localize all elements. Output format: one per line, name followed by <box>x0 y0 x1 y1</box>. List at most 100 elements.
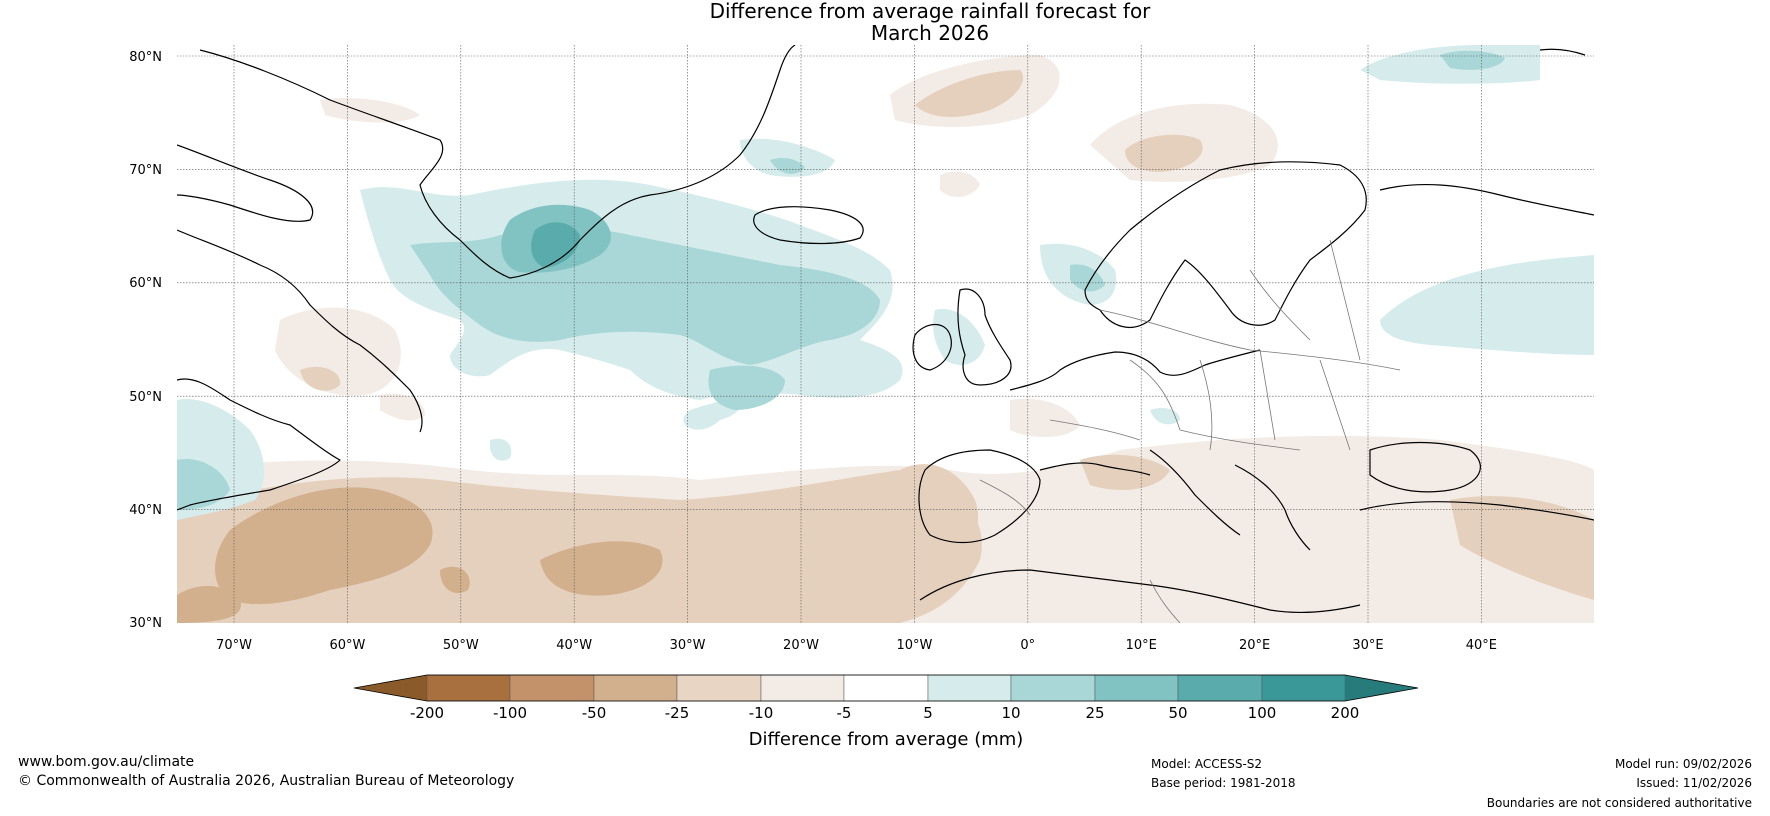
map-title-line1: Difference from average rainfall forecas… <box>709 0 1151 23</box>
region-svalbard-wet-core <box>1440 50 1505 70</box>
region-subtropical-dry-core-4 <box>440 566 470 594</box>
anomaly-fills <box>177 45 1594 623</box>
longitude-labels: 70°W 60°W 50°W 40°W 30°W 20°W 10°W 0° 10… <box>216 638 1497 653</box>
lon-label: 10°E <box>1126 638 1157 653</box>
colorbar-segment <box>1177 674 1263 702</box>
colorbar-tick-label: 50 <box>1168 704 1187 722</box>
coastline-svalbard <box>1539 48 1586 56</box>
coastline-north-africa <box>919 569 1361 614</box>
colorbar-segment <box>676 674 762 702</box>
disclaimer-text: Boundaries are not considered authoritat… <box>1486 796 1752 810</box>
region-azores-wet <box>489 438 512 461</box>
coastline-labrador <box>177 229 423 433</box>
colorbar-segment <box>426 674 511 702</box>
coastline-black-sea <box>1369 441 1481 493</box>
coastline-france-south <box>1039 462 1151 476</box>
region-subtropical-dry-core-2 <box>540 541 663 596</box>
coastline-iceland <box>753 206 864 245</box>
lon-label: 20°E <box>1239 638 1270 653</box>
coastline-russia-north <box>1379 183 1594 216</box>
colorbar-high-arrow <box>1345 675 1418 701</box>
coastline-north-america-east <box>177 378 341 511</box>
coastline-anatolia <box>1359 501 1594 521</box>
colorbar-tick-label: 100 <box>1248 704 1277 722</box>
coastline-greenland <box>199 45 796 279</box>
colorbar-outline <box>353 674 1419 702</box>
colorbar-segment <box>760 674 845 702</box>
lon-label: 50°W <box>443 638 479 653</box>
colorbar-segment <box>1094 674 1179 702</box>
lon-label: 0° <box>1020 638 1035 653</box>
colorbar-segment <box>927 674 1012 702</box>
region-central-europe-wet <box>1150 408 1180 425</box>
coastline-iberia <box>918 449 1041 544</box>
region-labrador-dry <box>320 98 420 123</box>
region-barents-dry-core <box>1125 134 1203 172</box>
coastline-baffin <box>177 144 314 222</box>
lat-label: 80°N <box>129 50 162 65</box>
map-title-line2: March 2026 <box>870 21 990 45</box>
region-fram-dry-core <box>915 70 1024 117</box>
lon-label: 40°W <box>556 638 592 653</box>
colorbar-segment <box>1261 674 1346 702</box>
issued-text: Issued: 11/02/2026 <box>1636 776 1752 790</box>
region-canada-dry-core <box>300 366 341 391</box>
lon-label: 30°W <box>670 638 706 653</box>
coastline-europe-west <box>1009 349 1261 391</box>
lon-label: 60°W <box>329 638 365 653</box>
lat-label: 70°N <box>129 163 162 178</box>
region-newfoundland-dry <box>380 393 425 421</box>
region-norway-wet-core <box>1070 264 1105 292</box>
region-uk-wet <box>933 309 985 365</box>
lon-label: 10°W <box>896 638 932 653</box>
colorbar-tick-label: 10 <box>1001 704 1020 722</box>
model-run-text: Model run: 09/02/2026 <box>1614 757 1752 771</box>
base-period-text: Base period: 1981-2018 <box>1151 776 1296 790</box>
coastline-britain <box>957 288 1012 386</box>
region-france-dry <box>1010 398 1080 437</box>
region-russia-wet <box>1380 255 1594 355</box>
lat-label: 60°N <box>129 276 162 291</box>
lat-label: 30°N <box>129 616 162 631</box>
lat-label: 40°N <box>129 503 162 518</box>
coastlines <box>177 45 1594 614</box>
colorbar-tick-label: -50 <box>582 704 607 722</box>
coastline-balkans <box>1234 464 1311 551</box>
colorbar-tick-label: 5 <box>923 704 933 722</box>
lon-label: 20°W <box>783 638 819 653</box>
lat-label: 50°N <box>129 390 162 405</box>
region-middle-east-dry <box>1450 496 1594 600</box>
coastline-italy <box>1149 449 1241 536</box>
colorbar-tick-label: -10 <box>749 704 774 722</box>
colorbar-tick-label: -100 <box>493 704 527 722</box>
coastline-scandinavia <box>1084 161 1367 329</box>
region-subtropical-dry-core-3 <box>177 585 241 623</box>
region-nova-scotia-wet-core <box>177 459 230 510</box>
region-mid-atlantic-wet <box>708 365 785 410</box>
region-iceland-wet <box>740 138 835 177</box>
region-norwegian-sea-dry <box>940 171 980 197</box>
colorbar-segment <box>593 674 678 702</box>
latitude-labels: 80°N 70°N 60°N 50°N 40°N 30°N <box>129 50 162 631</box>
colorbar-tick-label: 25 <box>1085 704 1104 722</box>
region-greenland-wet-core <box>531 222 580 268</box>
lon-label: 30°E <box>1352 638 1383 653</box>
colorbar: -200 -100 -50 -25 -10 -5 5 10 25 50 100 … <box>353 674 1419 750</box>
lon-label: 40°E <box>1466 638 1497 653</box>
lon-label: 70°W <box>216 638 252 653</box>
colorbar-tick-label: -200 <box>410 704 444 722</box>
copyright-text: © Commonwealth of Australia 2026, Austra… <box>18 773 515 789</box>
colorbar-segment <box>509 674 595 702</box>
region-central-med-dry <box>1080 454 1170 490</box>
colorbar-tick-label: -5 <box>837 704 852 722</box>
region-subtropical-dry-core-5 <box>370 504 410 526</box>
colorbar-low-arrow <box>354 675 427 701</box>
region-iceland-wet-core <box>770 157 805 174</box>
colorbar-segment <box>843 674 929 702</box>
colorbar-tick-label: 200 <box>1331 704 1360 722</box>
model-text: Model: ACCESS-S2 <box>1151 757 1263 771</box>
graticule <box>177 45 1594 623</box>
colorbar-segment <box>1010 674 1096 702</box>
colorbar-label: Difference from average (mm) <box>749 729 1024 750</box>
website-link[interactable]: www.bom.gov.au/climate <box>18 754 195 770</box>
